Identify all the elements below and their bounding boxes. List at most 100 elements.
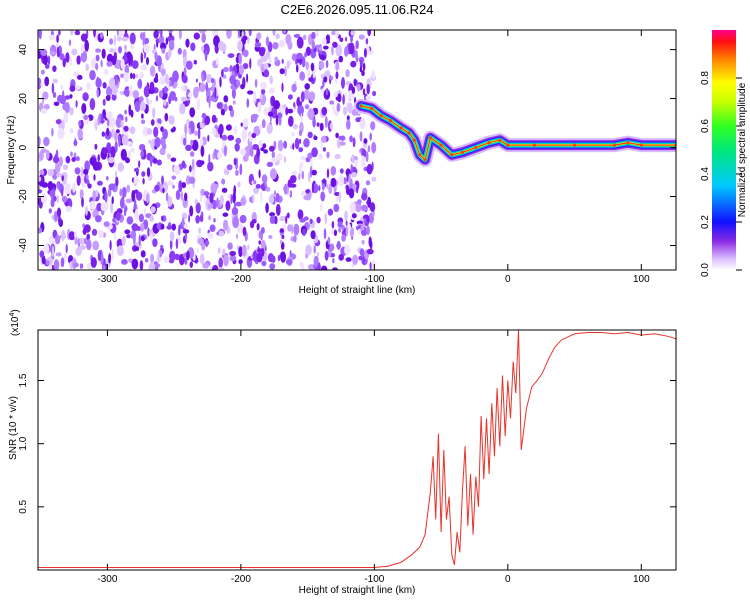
noise-cell (123, 89, 130, 96)
noise-cell (268, 196, 275, 204)
noise-cell (284, 66, 287, 77)
noise-cell (233, 157, 237, 166)
noise-cell (166, 225, 173, 230)
noise-cell (249, 58, 252, 69)
noise-cell (154, 51, 158, 61)
noise-cell (116, 30, 119, 37)
noise-cell (297, 209, 304, 220)
noise-cell (168, 30, 173, 34)
noise-cell (372, 90, 377, 97)
noise-cell (141, 64, 148, 71)
top-y-tick-label: 20 (18, 93, 29, 105)
noise-cell (186, 90, 189, 95)
noise-cell (44, 76, 50, 87)
noise-cell (311, 147, 318, 158)
ridge-point (359, 104, 363, 108)
noise-cell (140, 32, 144, 40)
noise-cell (124, 229, 131, 235)
scale-note: (x104) (9, 309, 21, 336)
noise-cell (199, 214, 204, 223)
noise-cell (277, 112, 283, 119)
noise-cell (141, 171, 146, 177)
noise-cell (338, 55, 344, 63)
noise-cell (313, 135, 318, 141)
noise-cell (366, 248, 374, 255)
noise-cell (291, 224, 294, 235)
noise-cell (308, 91, 316, 102)
top-y-ticks: 40 20 0 -20 -40 (18, 44, 676, 253)
noise-cell (342, 94, 345, 105)
noise-cell (299, 138, 302, 144)
noise-cell (182, 229, 190, 234)
noise-cell (38, 227, 43, 234)
noise-cell (221, 134, 228, 141)
noise-cell (120, 73, 124, 78)
noise-cell (100, 59, 103, 68)
noise-cell (309, 165, 313, 178)
noise-cell (229, 75, 236, 85)
noise-cell (312, 68, 316, 79)
noise-cell (301, 190, 306, 197)
noise-cell (337, 221, 343, 228)
ridge-point (639, 143, 643, 147)
noise-cell (160, 42, 167, 50)
noise-cell (119, 188, 123, 196)
noise-cell (109, 48, 115, 53)
noise-cell (108, 183, 116, 191)
noise-cell (172, 184, 175, 189)
noise-cell (240, 122, 243, 127)
noise-cell (54, 234, 61, 245)
noise-cell (175, 238, 179, 250)
noise-cell (311, 31, 316, 40)
noise-cell (104, 68, 109, 76)
noise-cell (369, 213, 374, 222)
noise-cell (156, 159, 162, 166)
noise-cell (86, 239, 92, 251)
noise-cell (355, 40, 359, 49)
noise-cell (303, 195, 310, 201)
noise-cell (266, 161, 274, 167)
noise-cell (327, 250, 332, 258)
noise-cell (64, 183, 72, 195)
noise-cell (281, 58, 284, 64)
noise-cell (257, 58, 263, 67)
noise-cell (320, 191, 325, 202)
noise-cell (295, 52, 303, 60)
noise-cell (55, 119, 62, 125)
noise-cell (335, 196, 339, 203)
noise-cell (38, 30, 42, 40)
noise-cell (355, 50, 358, 61)
noise-cell (80, 33, 88, 42)
noise-cell (77, 74, 83, 80)
noise-cell (286, 212, 290, 219)
noise-cell (339, 141, 346, 146)
noise-cell (267, 111, 274, 117)
bottom-x-tick-label: -300 (97, 574, 117, 585)
noise-cell (177, 47, 182, 55)
noise-cell (269, 212, 276, 217)
noise-cell (301, 170, 304, 180)
noise-cell (43, 244, 50, 254)
noise-cell (113, 34, 116, 46)
noise-cell (167, 180, 174, 186)
noise-cell (183, 137, 187, 146)
noise-cell (57, 182, 60, 191)
noise-cell (130, 230, 137, 240)
noise-cell (265, 186, 271, 192)
noise-cell (115, 117, 123, 128)
noise-cell (203, 43, 210, 56)
noise-cell (142, 35, 145, 46)
noise-cell (293, 124, 298, 130)
noise-cell (254, 42, 262, 48)
noise-cell (189, 107, 196, 118)
noise-cell (237, 223, 244, 234)
noise-cell (48, 208, 52, 214)
noise-cell (199, 253, 205, 265)
bottom-y-tick-label: 1.5 (18, 373, 29, 387)
noise-cell (199, 137, 204, 148)
ridge-point (450, 153, 454, 157)
noise-cell (140, 52, 144, 64)
noise-cell (189, 165, 192, 173)
top-panel: -300 -200 -100 0 100 40 20 0 -20 -40 Height of s… (6, 29, 677, 296)
noise-cell (153, 263, 161, 268)
